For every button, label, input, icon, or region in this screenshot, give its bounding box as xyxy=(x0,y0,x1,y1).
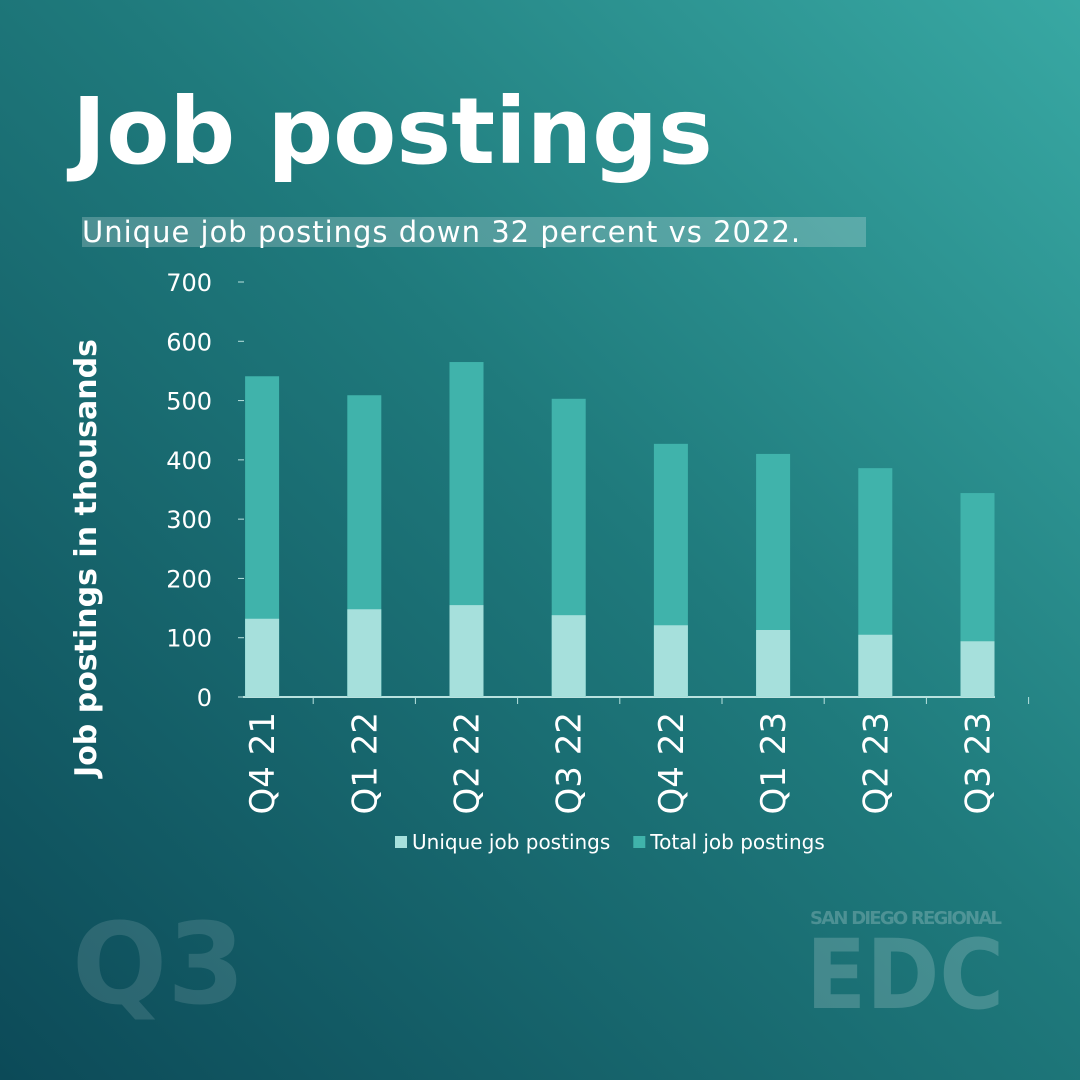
legend-swatch xyxy=(633,836,646,848)
x-tick-label: Q4 21 xyxy=(243,712,283,814)
org-logo: EDC xyxy=(806,919,1004,1031)
x-tick-label: Q2 22 xyxy=(448,712,488,814)
y-axis-title: Job postings in thousands xyxy=(69,339,104,779)
y-tick-label: 600 xyxy=(166,328,212,356)
x-tick-label: Q1 22 xyxy=(345,712,385,814)
bar xyxy=(245,618,280,697)
bar xyxy=(653,625,688,697)
bar xyxy=(347,609,382,697)
y-tick-label: 500 xyxy=(166,388,212,416)
legend-label: Total job postings xyxy=(649,830,824,854)
y-tick-label: 400 xyxy=(166,447,212,475)
subtitle: Unique job postings down 32 percent vs 2… xyxy=(82,215,801,249)
bar xyxy=(449,605,484,697)
legend-label: Unique job postings xyxy=(412,830,610,854)
x-tick-label: Q3 23 xyxy=(959,712,999,814)
title: Job postings xyxy=(66,78,713,185)
y-tick-label: 100 xyxy=(166,625,212,653)
y-tick-label: 700 xyxy=(166,269,212,297)
x-tick-label: Q2 23 xyxy=(856,712,896,814)
y-tick-label: 300 xyxy=(166,506,212,534)
y-tick-label: 200 xyxy=(166,565,212,593)
bar xyxy=(551,615,586,697)
bar xyxy=(960,641,995,697)
y-tick-label: 0 xyxy=(197,684,212,712)
x-tick-label: Q4 22 xyxy=(652,712,692,814)
org-line: SAN DIEGO REGIONAL xyxy=(810,908,1002,929)
x-tick-label: Q3 22 xyxy=(550,712,590,814)
subtitle-highlight xyxy=(82,217,866,247)
x-tick-label: Q1 23 xyxy=(754,712,794,814)
legend-swatch xyxy=(395,836,407,848)
quarter-watermark: Q3 xyxy=(72,900,245,1030)
bar xyxy=(756,630,791,697)
bar xyxy=(858,634,893,697)
